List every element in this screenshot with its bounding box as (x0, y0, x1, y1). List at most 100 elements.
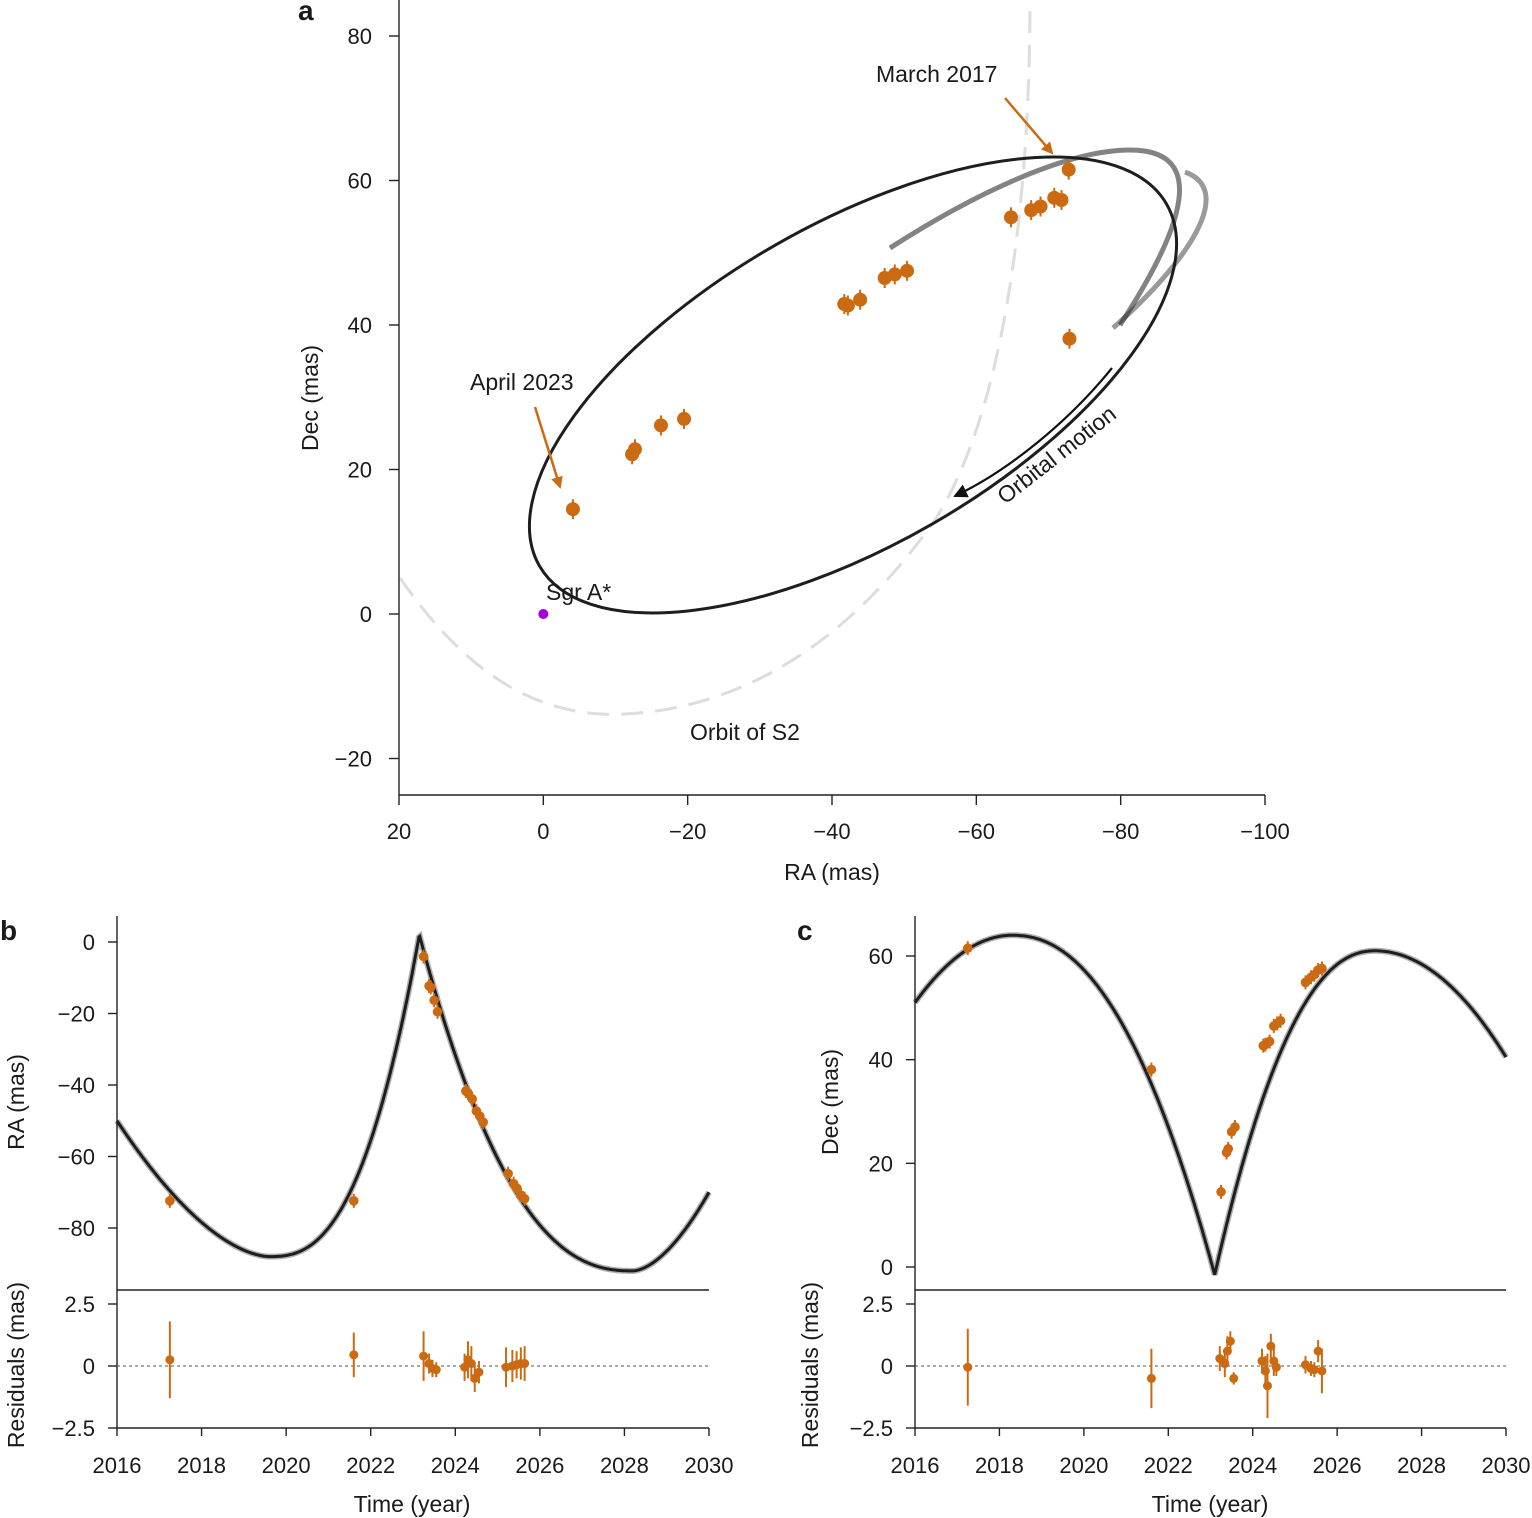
residual-point (1260, 1366, 1270, 1376)
s2-orbit-label: Orbit of S2 (690, 719, 800, 745)
residual-point (963, 1362, 973, 1372)
data-point (1264, 1036, 1275, 1047)
data-point (1062, 331, 1077, 346)
data-point (840, 298, 855, 313)
panel-a-y-tick-label: 0 (360, 602, 372, 627)
panel-a-y-label: Dec (mas) (297, 345, 323, 451)
data-point (429, 995, 439, 1006)
panel-b-model-line (115, 933, 711, 1273)
residual-point (1229, 1373, 1239, 1383)
panel-a-x-tick-label: −40 (813, 819, 850, 844)
orbital-motion-arrow (953, 367, 1113, 498)
panel-b-y-tick-label: −80 (58, 1216, 95, 1241)
panel-a-x-tick-label: 20 (387, 819, 411, 844)
panel-b: b 0 −20 −40 −60 −80 2.5 0 −2.5 2016 2018 2020 202… (0, 915, 733, 1517)
panel-b-x-tick-label: 2030 (685, 1453, 734, 1478)
panel-b-y-tick-label: −40 (58, 1073, 95, 1098)
panel-a-x-tick-label: 0 (537, 819, 549, 844)
data-point (519, 1193, 530, 1204)
residual-point (474, 1367, 484, 1377)
panel-c-x-label: Time (year) (1152, 1491, 1269, 1517)
panel-a-x-tick-label: −60 (958, 819, 995, 844)
panel-a-data-points (565, 159, 1077, 520)
panel-b-x-tick-label: 2016 (93, 1453, 142, 1478)
data-point (853, 292, 868, 307)
panel-a-y-tick-label: 60 (348, 169, 372, 194)
data-point (1230, 1122, 1240, 1132)
panel-c-residual-tick-label: 2.5 (862, 1292, 893, 1317)
residual-point (1146, 1373, 1156, 1383)
panel-b-residuals-label: Residuals (mas) (3, 1282, 29, 1448)
panel-c-data-points (962, 941, 1327, 1199)
data-point (1003, 210, 1018, 225)
panel-b-y-ticks: 0 −20 −40 −60 −80 (58, 930, 117, 1241)
panel-c-model-ghost (912, 932, 1509, 1276)
panel-c-residual-points (963, 1328, 1327, 1419)
panel-c-x-tick-label: 2020 (1059, 1453, 1108, 1478)
panel-a-x-tick-label: −20 (669, 819, 706, 844)
panel-b-x-tick-label: 2020 (262, 1453, 311, 1478)
panel-c-x-tick-label: 2026 (1313, 1453, 1362, 1478)
data-point (962, 943, 973, 954)
panel-c-y-tick-label: 40 (869, 1048, 893, 1073)
data-point (349, 1196, 359, 1206)
panel-c-y-tick-label: 20 (869, 1151, 893, 1176)
panel-a-y-tick-label: 40 (348, 313, 372, 338)
s2-orbit-line (398, 0, 1032, 716)
april-2023-arrow (533, 406, 563, 489)
march-2017-arrow (1004, 97, 1054, 155)
panel-c-label: c (797, 915, 813, 946)
sgr-a-star-marker (538, 609, 549, 619)
orbit-model-line (527, 155, 1179, 615)
panel-a: a 20 0 −20 −40 −60 −80 −100 80 60 40 20 0 −20 RA (m… (297, 0, 1290, 885)
residual-point (349, 1350, 359, 1360)
panel-a-label: a (298, 0, 314, 26)
panel-c-x-tick-label: 2016 (891, 1453, 940, 1478)
data-point (467, 1094, 478, 1104)
panel-c-x-tick-label: 2030 (1482, 1453, 1531, 1478)
panel-b-y-tick-label: 0 (83, 930, 95, 955)
data-point (1054, 193, 1069, 208)
panel-a-y-tick-label: 20 (348, 458, 372, 483)
data-point (1223, 1144, 1234, 1154)
data-point (1061, 162, 1076, 177)
panel-c-y-tick-label: 0 (881, 1255, 893, 1280)
residual-point (1317, 1366, 1327, 1376)
data-point (625, 447, 640, 462)
data-point (432, 1006, 443, 1017)
panel-b-data-points (165, 949, 530, 1208)
data-point (565, 502, 580, 517)
panel-b-model-ghost (114, 930, 712, 1274)
panel-c-model-line (913, 933, 1508, 1276)
sgr-a-star-label: Sgr A* (546, 579, 611, 605)
data-point (1024, 203, 1039, 218)
panel-c-x-tick-label: 2028 (1397, 1453, 1446, 1478)
panel-c-y-ticks: 60 40 20 0 (869, 944, 915, 1280)
panel-c-y-tick-label: 60 (869, 944, 893, 969)
residual-point (1313, 1346, 1323, 1356)
panel-a-y-tick-label: −20 (335, 747, 372, 772)
panel-c-x-tick-label: 2022 (1144, 1453, 1193, 1478)
orbital-motion-label: Orbital motion (992, 400, 1121, 509)
panel-b-x-tick-label: 2028 (600, 1453, 649, 1478)
data-point (653, 418, 668, 433)
panel-b-residual-tick-label: −2.5 (52, 1416, 95, 1441)
panel-b-y-tick-label: −60 (58, 1145, 95, 1170)
panel-b-x-ticks: 2016 2018 2020 2022 2024 2026 2028 2030 (93, 1428, 734, 1478)
data-point (877, 271, 892, 286)
panel-b-y-label: RA (mas) (3, 1054, 29, 1150)
panel-b-residual-tick-label: 2.5 (64, 1292, 95, 1317)
panel-a-x-tick-label: −80 (1102, 819, 1139, 844)
panel-b-residual-points (165, 1321, 530, 1399)
panel-a-x-tick-label: −100 (1240, 819, 1290, 844)
data-point (503, 1168, 513, 1179)
residual-point (419, 1351, 429, 1361)
panel-c-residual-ticks: 2.5 0 −2.5 (850, 1292, 915, 1441)
residual-point (1262, 1381, 1272, 1391)
data-point (900, 263, 915, 278)
data-point (677, 411, 692, 426)
data-point (1275, 1015, 1286, 1026)
data-point (1146, 1064, 1157, 1075)
data-point (1216, 1187, 1226, 1197)
